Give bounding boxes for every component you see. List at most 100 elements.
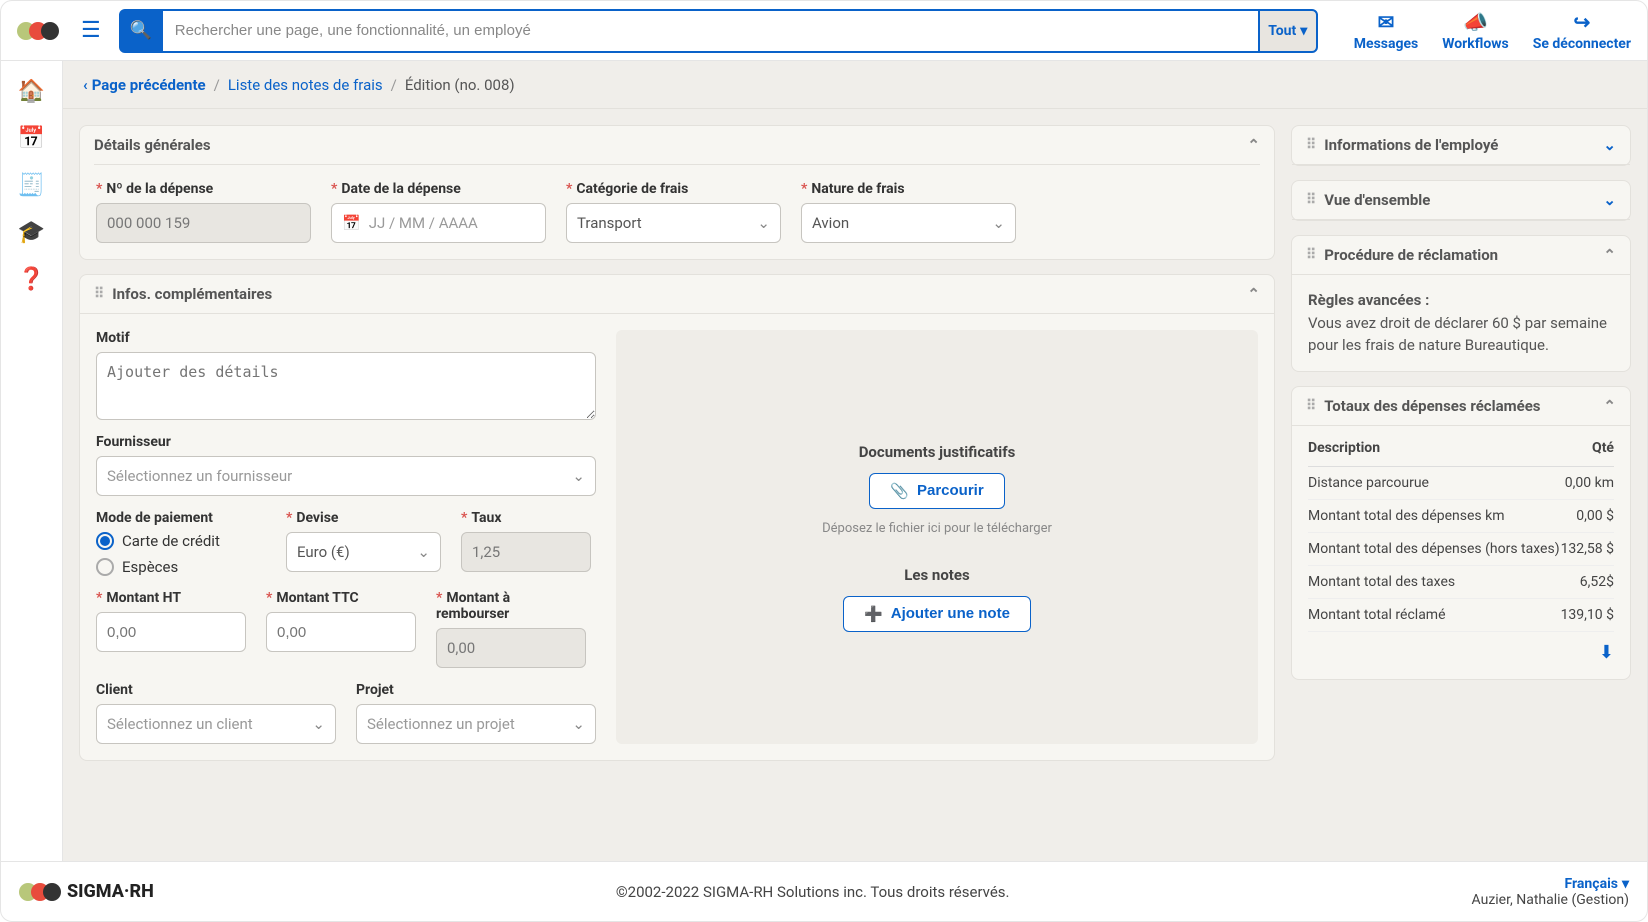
language-selector[interactable]: Français ▾ <box>1472 876 1629 892</box>
search-filter-label: Tout <box>1268 23 1296 39</box>
breadcrumb-back-label: Page précédente <box>92 76 206 94</box>
procedure-panel: ⠿ Procédure de réclamation ⌃ Règles avan… <box>1291 235 1631 372</box>
amount-ht-label: Montant HT <box>106 590 181 606</box>
details-title: Détails générales <box>94 136 211 154</box>
category-select[interactable]: Transport ⌄ <box>566 203 781 243</box>
amount-ttc-input[interactable] <box>266 612 416 652</box>
grip-icon: ⠿ <box>1306 192 1316 208</box>
chevron-down-icon: ⌄ <box>312 715 325 733</box>
totals-header[interactable]: ⠿ Totaux des dépenses réclamées ⌃ <box>1292 387 1630 426</box>
expense-no-field: 000 000 159 <box>96 203 311 243</box>
rate-label: Taux <box>471 510 501 526</box>
totals-row: Montant total réclamé139,10 $ <box>1308 599 1614 632</box>
breadcrumb-list-link[interactable]: Liste des notes de frais <box>228 76 383 94</box>
breadcrumb-current: Édition (no. 008) <box>405 76 515 94</box>
procedure-title: Procédure de réclamation <box>1324 246 1498 264</box>
details-panel-header[interactable]: Détails générales ⌃ <box>80 126 1274 164</box>
totals-th-desc: Description <box>1308 440 1380 456</box>
nature-label: Nature de frais <box>811 181 904 197</box>
search-icon: 🔍 <box>130 20 152 40</box>
grip-icon: ⠿ <box>1306 398 1316 414</box>
caret-down-icon: ▾ <box>1622 876 1629 892</box>
project-label: Projet <box>356 682 596 698</box>
footer-user: Auzier, Nathalie (Gestion) <box>1472 892 1629 908</box>
amount-ttc-label: Montant TTC <box>276 590 358 606</box>
messages-label: Messages <box>1354 36 1418 52</box>
supplier-label: Fournisseur <box>96 434 596 450</box>
currency-label: Devise <box>296 510 338 526</box>
refund-label: Montant à rembourser <box>436 590 510 622</box>
messages-button[interactable]: ✉ Messages <box>1354 10 1418 52</box>
browse-button[interactable]: 📎 Parcourir <box>869 473 1004 509</box>
chevron-left-icon: ‹ <box>83 76 88 94</box>
envelope-icon: ✉ <box>1378 10 1395 34</box>
client-select[interactable]: Sélectionnez un client ⌄ <box>96 704 336 744</box>
client-label: Client <box>96 682 336 698</box>
add-note-button[interactable]: ➕ Ajouter une note <box>843 596 1031 632</box>
refund-field: 0,00 <box>436 628 586 668</box>
currency-select[interactable]: Euro (€) ⌄ <box>286 532 441 572</box>
signout-icon: ↪ <box>1573 10 1590 34</box>
grip-icon: ⠿ <box>94 286 104 302</box>
chevron-down-icon: ⌄ <box>572 467 585 485</box>
totals-row: Montant total des dépenses km0,00 $ <box>1308 500 1614 533</box>
footer-brand: SIGMA·RH <box>67 881 154 902</box>
logout-button[interactable]: ↪ Se déconnecter <box>1533 10 1631 52</box>
procedure-header[interactable]: ⠿ Procédure de réclamation ⌃ <box>1292 236 1630 275</box>
home-icon[interactable]: 🏠 <box>18 79 45 104</box>
grip-icon: ⠿ <box>1306 137 1316 153</box>
radio-unchecked-icon <box>96 558 114 576</box>
chevron-down-icon: ⌄ <box>1603 136 1616 154</box>
chevron-down-icon: ⌄ <box>992 214 1005 232</box>
bullhorn-icon: 📣 <box>1463 10 1488 34</box>
search-button[interactable]: 🔍 <box>119 9 163 53</box>
motif-label: Motif <box>96 330 596 346</box>
employee-info-title: Informations de l'employé <box>1324 136 1498 154</box>
calendar-icon[interactable]: 📅 <box>18 126 45 151</box>
caret-down-icon: ▾ <box>1300 23 1307 39</box>
calendar-field-icon: 📅 <box>342 214 361 232</box>
totals-panel: ⠿ Totaux des dépenses réclamées ⌃ Descri… <box>1291 386 1631 680</box>
chevron-up-icon: ⌃ <box>1603 246 1616 264</box>
totals-row: Montant total des dépenses (hors taxes)1… <box>1308 533 1614 566</box>
chevron-down-icon: ⌄ <box>572 715 585 733</box>
help-icon[interactable]: ❓ <box>18 267 45 292</box>
app-logo <box>17 22 53 40</box>
project-select[interactable]: Sélectionnez un projet ⌄ <box>356 704 596 744</box>
chevron-up-icon: ⌃ <box>1247 285 1260 303</box>
employee-info-header[interactable]: ⠿ Informations de l'employé ⌄ <box>1292 126 1630 165</box>
drop-hint: Déposez le fichier ici pour le télécharg… <box>822 521 1052 536</box>
breadcrumb-back[interactable]: ‹ Page précédente <box>83 76 206 94</box>
chevron-up-icon: ⌃ <box>1603 397 1616 415</box>
infos-panel-header[interactable]: ⠿ Infos. complémentaires ⌃ <box>80 275 1274 314</box>
amount-ht-input[interactable] <box>96 612 246 652</box>
payment-cash-radio[interactable]: Espèces <box>96 558 266 576</box>
radio-checked-icon <box>96 532 114 550</box>
payment-card-radio[interactable]: Carte de crédit <box>96 532 266 550</box>
hamburger-menu-icon[interactable]: ☰ <box>75 12 107 49</box>
download-icon: ⬇ <box>1599 642 1614 663</box>
totals-row: Distance parcourue0,00 km <box>1308 467 1614 500</box>
search-filter-dropdown[interactable]: Tout ▾ <box>1258 9 1318 53</box>
overview-header[interactable]: ⠿ Vue d'ensemble ⌄ <box>1292 181 1630 220</box>
motif-textarea[interactable] <box>96 352 596 420</box>
nature-select[interactable]: Avion ⌄ <box>801 203 1016 243</box>
notes-title: Les notes <box>904 566 969 584</box>
download-totals-button[interactable]: ⬇ <box>1308 642 1614 663</box>
expense-date-label: Date de la dépense <box>341 181 460 197</box>
paperclip-icon: 📎 <box>890 482 909 500</box>
chevron-down-icon: ⌄ <box>1603 191 1616 209</box>
global-search-input[interactable] <box>163 9 1258 53</box>
totals-row: Montant total des taxes6,52$ <box>1308 566 1614 599</box>
payment-label: Mode de paiement <box>96 510 266 526</box>
training-icon[interactable]: 🎓 <box>18 220 45 245</box>
workflows-button[interactable]: 📣 Workflows <box>1442 10 1509 52</box>
chevron-down-icon: ⌄ <box>757 214 770 232</box>
docs-title: Documents justificatifs <box>859 443 1016 461</box>
expense-icon[interactable]: 🧾 <box>18 173 45 198</box>
footer-logo: SIGMA·RH <box>19 881 154 902</box>
details-panel: Détails générales ⌃ *Nº de la dépense 00… <box>79 125 1275 260</box>
expense-no-label: Nº de la dépense <box>106 181 213 197</box>
expense-date-input[interactable]: 📅 JJ / MM / AAAA <box>331 203 546 243</box>
supplier-select[interactable]: Sélectionnez un fournisseur ⌄ <box>96 456 596 496</box>
